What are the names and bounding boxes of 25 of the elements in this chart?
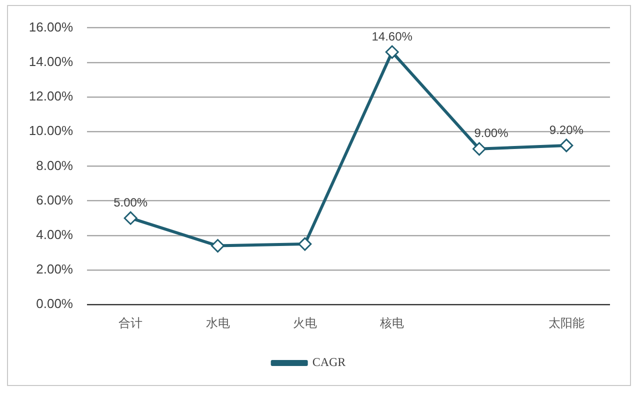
point [472, 142, 486, 156]
point [385, 45, 399, 59]
x-tick-label: 太阳能 [548, 316, 584, 330]
x-tick-label: 合计 [118, 316, 143, 330]
y-tick-label: 8.00% [36, 158, 74, 173]
data-label: 14.60% [372, 29, 413, 44]
y-tick-label: 6.00% [36, 192, 74, 208]
y-tick-label: 14.00% [28, 54, 74, 69]
point [124, 211, 138, 225]
y-tick-label: 16.00% [28, 19, 74, 34]
point [298, 237, 312, 251]
y-tick-label: 2.00% [36, 262, 74, 277]
data-label: 5.00% [114, 195, 148, 210]
x-tick-label: 火电 [292, 316, 317, 330]
data-label: 9.20% [549, 122, 584, 137]
y-tick-label: 12.00% [28, 88, 74, 104]
y-tick-label: 4.00% [36, 226, 74, 242]
x-tick-label: 核电 [379, 316, 404, 330]
x-tick-label: 水电 [206, 316, 230, 330]
data-label: 9.00% [474, 126, 509, 140]
legend-label: CAGR [312, 355, 346, 370]
point [560, 138, 574, 152]
y-tick-label: 0.00% [36, 296, 74, 312]
point [211, 239, 224, 253]
y-tick-label: 10.00% [28, 123, 74, 138]
